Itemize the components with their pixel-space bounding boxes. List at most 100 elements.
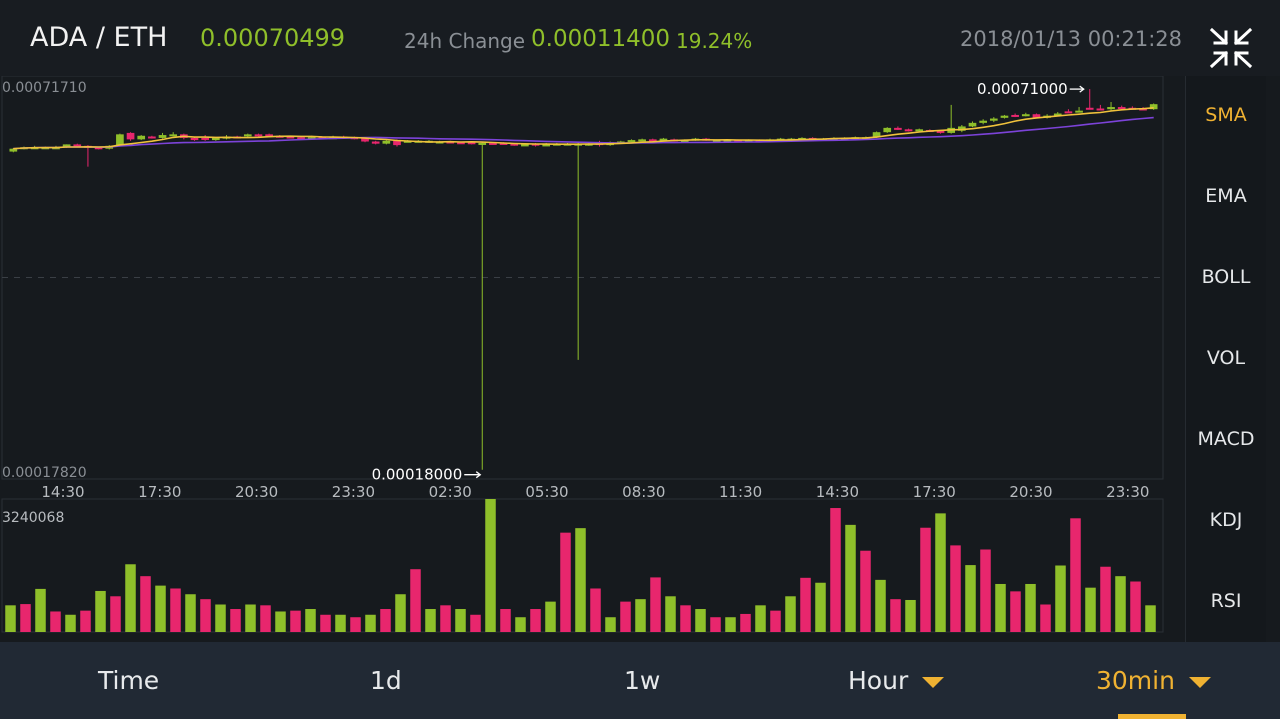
volume-bar [650, 577, 661, 632]
volume-bar [215, 604, 226, 632]
candle-body [62, 144, 71, 148]
timeframe-time[interactable]: Time [98, 666, 159, 695]
volume-bar [20, 604, 31, 632]
candle-body [126, 132, 135, 140]
candle-body [371, 141, 380, 144]
volume-bar [980, 549, 991, 632]
max-marker-label: 0.00071000 [977, 80, 1068, 98]
candle-body [499, 142, 508, 145]
indicator-vol[interactable]: VOL [1206, 347, 1246, 369]
volume-bar [260, 605, 271, 632]
volume-bar [290, 610, 301, 632]
volume-bar [50, 611, 61, 632]
candle-body [542, 144, 551, 147]
candle-body [638, 139, 646, 142]
y-axis-top-label: 0.00071710 [2, 80, 87, 96]
candle-body [968, 122, 977, 127]
time-tick-label: 14:30 [816, 483, 859, 501]
candle-body [382, 140, 391, 144]
volume-bar [740, 613, 751, 632]
volume-bar [875, 579, 886, 632]
time-tick-label: 23:30 [1106, 483, 1149, 501]
header-bar: ADA / ETH 0.00070499 24h Change 0.000114… [0, 0, 1280, 76]
candle-body [659, 138, 668, 141]
timeframe-label: 30min [1096, 666, 1175, 695]
timeframe-1w[interactable]: 1w [624, 666, 660, 695]
volume-bar [965, 565, 976, 632]
indicator-sma[interactable]: SMA [1205, 104, 1247, 126]
volume-bar [680, 605, 691, 632]
collapse-arrows-icon[interactable] [1208, 26, 1254, 70]
timeframe-1d[interactable]: 1d [370, 666, 402, 695]
time-tick-label: 08:30 [622, 483, 665, 501]
timeframe-label: 1d [370, 666, 402, 695]
candle-body [521, 144, 529, 147]
volume-bar [65, 614, 76, 632]
indicator-macd[interactable]: MACD [1197, 428, 1255, 450]
volume-bar [1010, 591, 1021, 632]
candle-body [883, 127, 892, 133]
candle-body [1011, 114, 1019, 117]
candle-body [297, 137, 305, 140]
volume-bar [725, 617, 736, 632]
volume-bar [545, 601, 556, 632]
candle-body [712, 140, 721, 143]
volume-bar [1055, 565, 1066, 632]
volume-bar [1040, 604, 1051, 632]
volume-bar [275, 611, 286, 632]
volume-bar [920, 527, 931, 632]
volume-bar [1130, 581, 1141, 632]
candle-body [1000, 115, 1009, 118]
volume-bar [590, 588, 601, 632]
candle-body [744, 140, 753, 143]
time-tick-label: 23:30 [332, 483, 375, 501]
volume-bar [1145, 605, 1156, 632]
volume-bar [245, 604, 256, 632]
candle-body [393, 140, 401, 146]
candle-body [9, 148, 18, 152]
candle-body [211, 137, 220, 141]
volume-bar [455, 609, 466, 632]
candle-body [243, 134, 252, 137]
volume-bar [755, 605, 766, 632]
candle-body [1053, 113, 1062, 116]
volume-bar [845, 524, 856, 632]
timeframe-30min[interactable]: 30min [1096, 666, 1211, 695]
time-tick-label: 05:30 [525, 483, 568, 501]
dropdown-caret-icon [922, 676, 945, 688]
time-tick-label: 17:30 [138, 483, 181, 501]
candle-body [446, 141, 455, 144]
max-marker-arrowhead [1079, 85, 1085, 93]
volume-bar [440, 605, 451, 632]
candle-body [1149, 104, 1158, 110]
price-chart[interactable]: 0.00071710 0.00017820 14:30 17:30 20:30 23:30… [0, 76, 1185, 642]
timeframe-hour[interactable]: Hour [848, 666, 945, 695]
volume-bar [425, 609, 436, 632]
indicator-rsi[interactable]: RSI [1210, 590, 1242, 612]
indicator-ema[interactable]: EMA [1205, 185, 1247, 207]
candle-body [190, 137, 199, 141]
volume-bar [785, 596, 796, 632]
timeframe-bar: Time 1d 1w Hour 30min [0, 642, 1280, 719]
candle-body [734, 140, 742, 143]
volume-bar [1025, 583, 1036, 632]
volume-bar [365, 614, 376, 632]
change-value: 0.00011400 [531, 26, 671, 52]
candle-body [201, 137, 209, 140]
candle-body [467, 142, 476, 145]
candle-body [680, 140, 689, 143]
indicator-kdj[interactable]: KDJ [1209, 509, 1243, 531]
volume-bar [125, 564, 136, 632]
volume-bar [1085, 587, 1096, 632]
volume-bar [470, 614, 481, 632]
indicator-boll[interactable]: BOLL [1201, 266, 1251, 288]
candle-body [1021, 114, 1030, 117]
volume-bar [575, 528, 586, 632]
trading-pair: ADA / ETH [30, 22, 168, 53]
sma-long-line [13, 116, 1154, 150]
volume-bar [5, 605, 16, 632]
volume-bar [635, 599, 646, 632]
volume-max-label: 3240068 [2, 510, 64, 526]
change-label: 24h Change [404, 29, 526, 53]
y-axis-bottom-label: 0.00017820 [2, 465, 87, 481]
